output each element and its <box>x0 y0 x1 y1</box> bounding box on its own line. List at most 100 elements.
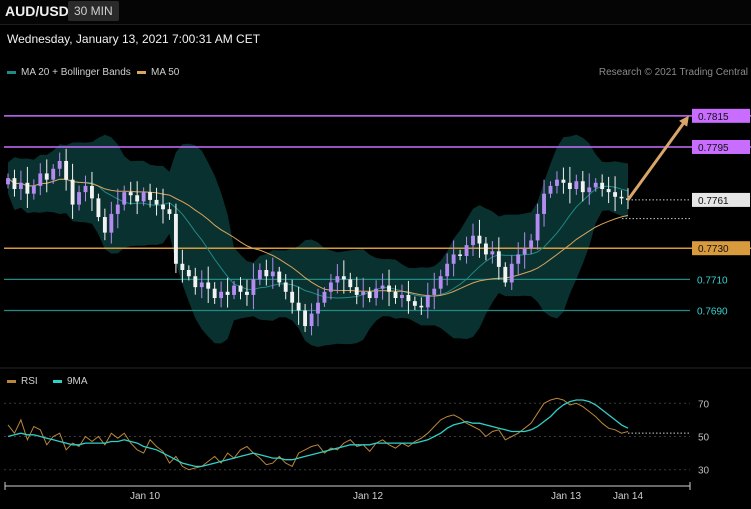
candle-body <box>128 192 133 196</box>
symbol-label: AUD/USD <box>5 3 69 19</box>
candle-body <box>432 288 437 295</box>
forecast-arrow <box>626 115 689 201</box>
bollinger-band-area <box>8 134 628 347</box>
candle-body <box>477 235 482 244</box>
candle-body <box>400 294 404 299</box>
candle-body <box>606 189 611 193</box>
candle-body <box>516 254 521 264</box>
candle-body <box>303 310 308 327</box>
candle-body <box>367 291 372 299</box>
candle-body <box>490 251 495 255</box>
candle-body <box>96 198 101 218</box>
candle-body <box>335 276 340 283</box>
forecast-arrow-line <box>626 115 689 201</box>
x-tick-label: Jan 14 <box>613 491 643 502</box>
legend-item-rsi-ma: 9MA <box>53 376 88 387</box>
candle-body <box>580 181 585 193</box>
credit-label: Research © 2021 Trading Central <box>598 67 748 78</box>
candle-body <box>309 313 314 327</box>
timeframe-button[interactable]: 30 MIN <box>68 1 119 21</box>
candle-body <box>471 235 475 246</box>
legend-item-rsi: RSI <box>7 376 38 387</box>
candle-body <box>341 276 346 280</box>
rsi-line <box>7 397 629 471</box>
candle-body <box>154 199 159 205</box>
legend-swatch-ma50 <box>137 71 146 74</box>
rsi-tick-50: 50 <box>698 432 710 443</box>
candle-body <box>245 291 249 295</box>
candles <box>6 148 630 336</box>
legend-item-ma20: MA 20 + Bollinger Bands <box>7 67 131 78</box>
candle-body <box>12 178 17 190</box>
level-label-0.7730: 0.7730 <box>698 244 729 255</box>
candle-body <box>503 266 508 283</box>
candle-body <box>567 182 572 190</box>
rsi-ma-line <box>7 399 629 468</box>
legend-swatch-rsi <box>7 380 16 383</box>
level-labels: 0.7815 0.7795 0.7761 0.7730 0.7710 0.7690 <box>692 108 750 317</box>
candle-body <box>587 187 592 193</box>
candle-body <box>238 285 243 292</box>
rsi-panel: 70 50 30 <box>4 397 710 477</box>
candle-body <box>354 287 359 295</box>
candle-body <box>25 182 30 194</box>
candle-body <box>186 270 191 277</box>
candle-body <box>251 279 256 295</box>
legend-swatch-rsi-ma <box>53 380 62 383</box>
x-tick-label: Jan 13 <box>551 491 581 502</box>
legend-label-rsi: RSI <box>21 376 38 387</box>
candle-body <box>44 173 49 180</box>
candle-body <box>38 173 43 186</box>
candle-body <box>18 182 23 190</box>
candle-body <box>483 243 488 255</box>
candle-body <box>135 195 140 202</box>
level-label-0.7815: 0.7815 <box>698 112 729 123</box>
candle-body <box>522 248 527 255</box>
ma50-line <box>7 177 629 297</box>
candle-body <box>199 282 204 288</box>
candle-body <box>122 192 127 205</box>
candle-body <box>283 282 288 292</box>
candle-body <box>77 192 81 205</box>
candle-body <box>451 254 456 264</box>
level-label-0.7795: 0.7795 <box>698 143 729 154</box>
candle-body <box>561 179 566 183</box>
candle-body <box>445 263 450 277</box>
candle-body <box>393 291 398 299</box>
rsi-tick-70: 70 <box>698 399 710 410</box>
candle-body <box>348 279 353 288</box>
candle-body <box>290 291 295 303</box>
candle-body <box>57 160 62 169</box>
candle-body <box>322 291 327 303</box>
candle-body <box>232 285 236 295</box>
candle-body <box>102 217 107 233</box>
candle-body <box>535 213 540 241</box>
candle-body <box>316 302 320 314</box>
level-tag-0.7730 <box>692 241 750 256</box>
candle-body <box>296 302 301 311</box>
datetime-label: Wednesday, January 13, 2021 7:00:31 AM C… <box>7 32 261 46</box>
candle-body <box>555 179 559 186</box>
x-axis: Jan 10 Jan 12 Jan 13 Jan 14 <box>0 367 751 502</box>
x-tick-label: Jan 12 <box>353 491 383 502</box>
candle-body <box>148 192 153 200</box>
level-label-0.7710: 0.7710 <box>697 275 728 286</box>
level-tag-0.7815 <box>692 108 750 123</box>
candle-body <box>193 276 198 288</box>
legend-label-ma20: MA 20 + Bollinger Bands <box>21 67 131 78</box>
legend-label-ma50: MA 50 <box>151 67 180 78</box>
candle-body <box>161 204 165 210</box>
candle-body <box>212 288 217 299</box>
candle-body <box>225 291 230 295</box>
rsi-tick-30: 30 <box>698 466 710 477</box>
candle-body <box>141 192 146 202</box>
candle-body <box>619 196 624 199</box>
candle-body <box>167 209 172 214</box>
candle-body <box>464 245 469 256</box>
candle-body <box>380 285 385 289</box>
level-tag-0.7795 <box>692 139 750 154</box>
candle-body <box>70 179 75 205</box>
candle-body <box>593 182 598 188</box>
legend-label-rsi-ma: 9MA <box>67 376 88 387</box>
candle-body <box>6 178 10 185</box>
